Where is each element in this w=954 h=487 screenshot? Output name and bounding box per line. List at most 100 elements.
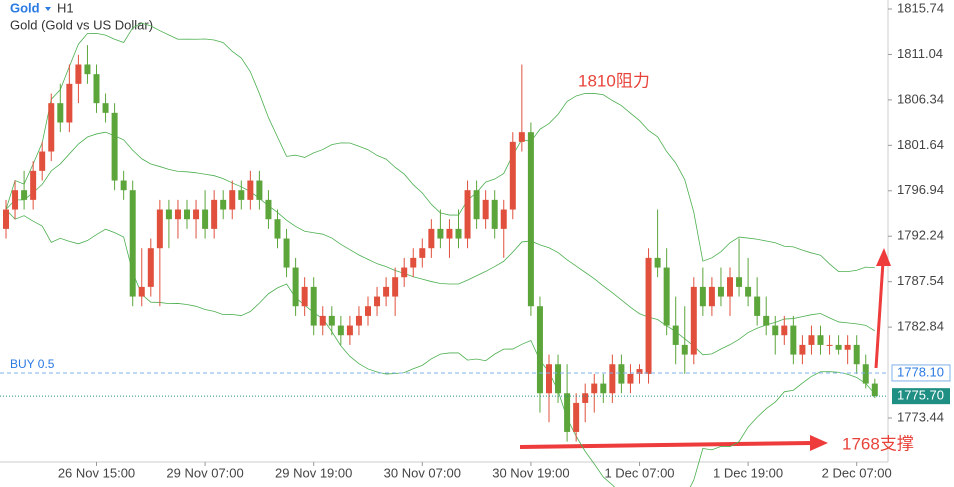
candle-body — [817, 335, 824, 345]
candle-body — [310, 286, 317, 326]
candle-body — [853, 344, 860, 365]
support-arrow — [519, 435, 828, 451]
candle-body — [699, 286, 706, 307]
candle-body — [473, 190, 480, 220]
candle-body — [319, 315, 326, 326]
x-tick-label: 29 Nov 07:00 — [166, 465, 243, 480]
candle-body — [491, 199, 498, 229]
price-label: 1775.70 — [897, 388, 944, 403]
candle-body — [736, 277, 743, 287]
candle-body — [708, 286, 715, 307]
bollinger-band — [5, 209, 876, 487]
up-arrow — [874, 248, 891, 369]
x-tick-label: 29 Nov 19:00 — [275, 465, 352, 480]
candle-body — [509, 141, 516, 210]
candle-body — [781, 325, 788, 336]
candle-body — [437, 228, 444, 239]
order-price-box — [891, 364, 951, 382]
candle-body — [573, 402, 580, 432]
y-tick-label: 1782.84 — [897, 319, 944, 334]
candle-body — [690, 286, 697, 355]
candle-body — [527, 132, 534, 307]
candle-body — [84, 64, 91, 75]
candle-body — [165, 209, 172, 220]
candle-body — [211, 199, 218, 229]
candle-body — [754, 296, 761, 316]
candle-body — [57, 103, 64, 123]
candle-body — [844, 344, 851, 350]
candle-body — [826, 344, 833, 346]
candle-body — [672, 325, 679, 345]
candle-body — [383, 286, 390, 297]
candle-body — [156, 209, 163, 249]
candle-body — [75, 64, 82, 84]
candle-body — [138, 286, 145, 297]
candle-body — [428, 228, 435, 249]
candle-body — [772, 325, 779, 336]
y-tick-label: 1806.34 — [897, 91, 944, 106]
candle-body — [374, 296, 381, 307]
candle-body — [555, 364, 562, 394]
candle-body — [238, 190, 245, 200]
candle-body — [681, 344, 688, 355]
candle-body — [862, 364, 869, 384]
y-tick-label: 1787.54 — [897, 273, 944, 288]
candle-body — [292, 267, 299, 307]
candle-body — [102, 103, 109, 113]
candle-body — [518, 132, 525, 142]
candle-body — [790, 325, 797, 355]
candle-body — [220, 199, 227, 210]
candle-body — [184, 209, 190, 220]
y-tick-label: 1801.64 — [897, 137, 944, 152]
candle-body — [174, 209, 181, 220]
symbol-dropdown[interactable] — [45, 7, 51, 11]
order-label: BUY 0.5 — [10, 357, 55, 371]
y-tick-label: 1815.74 — [897, 0, 944, 15]
candle-body — [717, 286, 724, 297]
candle-body — [147, 248, 154, 287]
y-tick-label: 1811.04 — [897, 46, 943, 61]
candle-body — [12, 190, 19, 210]
candle-body — [446, 228, 453, 239]
candle-body — [546, 364, 552, 394]
symbol[interactable]: Gold — [10, 0, 40, 15]
y-tick-label: 1796.94 — [897, 182, 944, 197]
candle-body — [365, 306, 371, 316]
candle-body — [609, 364, 616, 394]
candle-body — [274, 219, 281, 239]
candle-body — [283, 238, 290, 268]
candle-body — [536, 306, 543, 394]
candle-body — [301, 286, 308, 307]
y-tick-label: 1792.24 — [897, 228, 944, 243]
support-note: 1768支撑 — [842, 434, 914, 453]
candle-body — [337, 325, 344, 336]
candle-body — [21, 190, 28, 200]
timeframe[interactable]: H1 — [57, 0, 74, 15]
candle-body — [419, 248, 426, 258]
candle-body — [763, 315, 770, 326]
candle-body — [48, 103, 55, 152]
candle-body — [618, 364, 625, 384]
candle-body — [582, 393, 589, 403]
candle-body — [645, 257, 652, 374]
bollinger-band — [5, 131, 876, 356]
x-tick-label: 2 Dec 07:00 — [822, 465, 892, 480]
candle-body — [401, 267, 408, 278]
order-price-label: 1778.10 — [897, 364, 944, 379]
candle-body — [120, 180, 127, 191]
candle-body — [745, 286, 752, 297]
candle-body — [93, 74, 100, 104]
candle-body — [229, 190, 236, 210]
x-tick-label: 26 Nov 15:00 — [58, 465, 135, 480]
candle-body — [355, 315, 362, 326]
candle-body — [636, 369, 643, 374]
candle-body — [256, 180, 263, 200]
candle-body — [871, 383, 878, 397]
candle-body — [627, 373, 634, 384]
candle-body — [600, 383, 607, 394]
candle-body — [410, 257, 417, 268]
candle-body — [66, 83, 73, 123]
x-tick-label: 1 Dec 07:00 — [604, 465, 674, 480]
